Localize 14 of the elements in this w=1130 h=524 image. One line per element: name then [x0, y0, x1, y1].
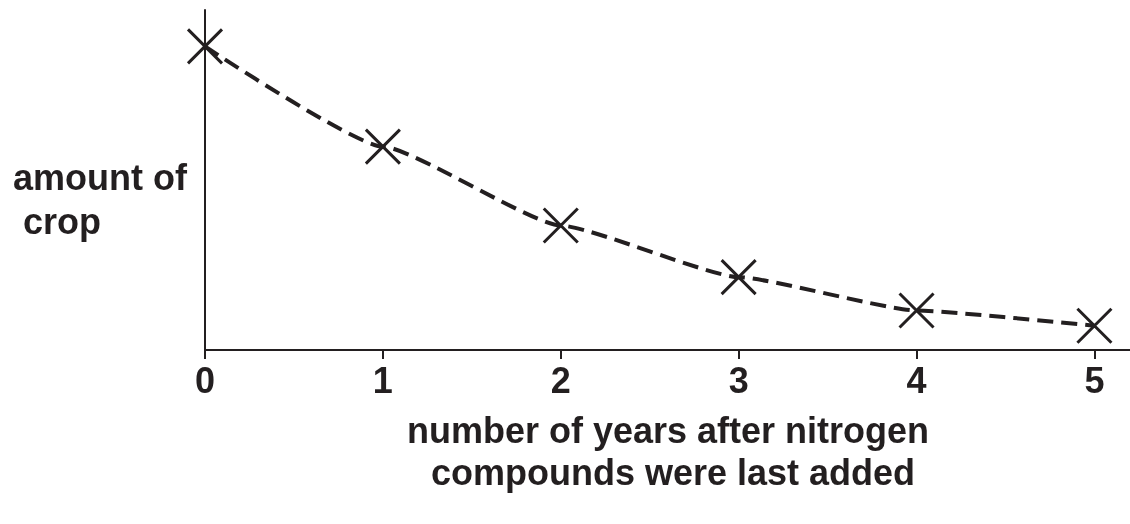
point: [898, 292, 936, 330]
point: [720, 258, 758, 296]
y-axis-title: amount of crop: [13, 156, 188, 242]
x-tick-label: 1: [372, 359, 393, 401]
x-axis-title: number of years after nitrogen compounds were last added: [406, 409, 940, 493]
x-tick-label: 3: [728, 359, 749, 401]
x-tick-label: 2: [550, 359, 571, 401]
x-tick-label: 0: [194, 359, 216, 401]
x-tick-label: 4: [906, 359, 927, 401]
point: [364, 128, 402, 166]
x-tick-label: 5: [1084, 359, 1105, 401]
point: [186, 27, 224, 65]
point: [1075, 307, 1113, 345]
point: [542, 207, 580, 245]
